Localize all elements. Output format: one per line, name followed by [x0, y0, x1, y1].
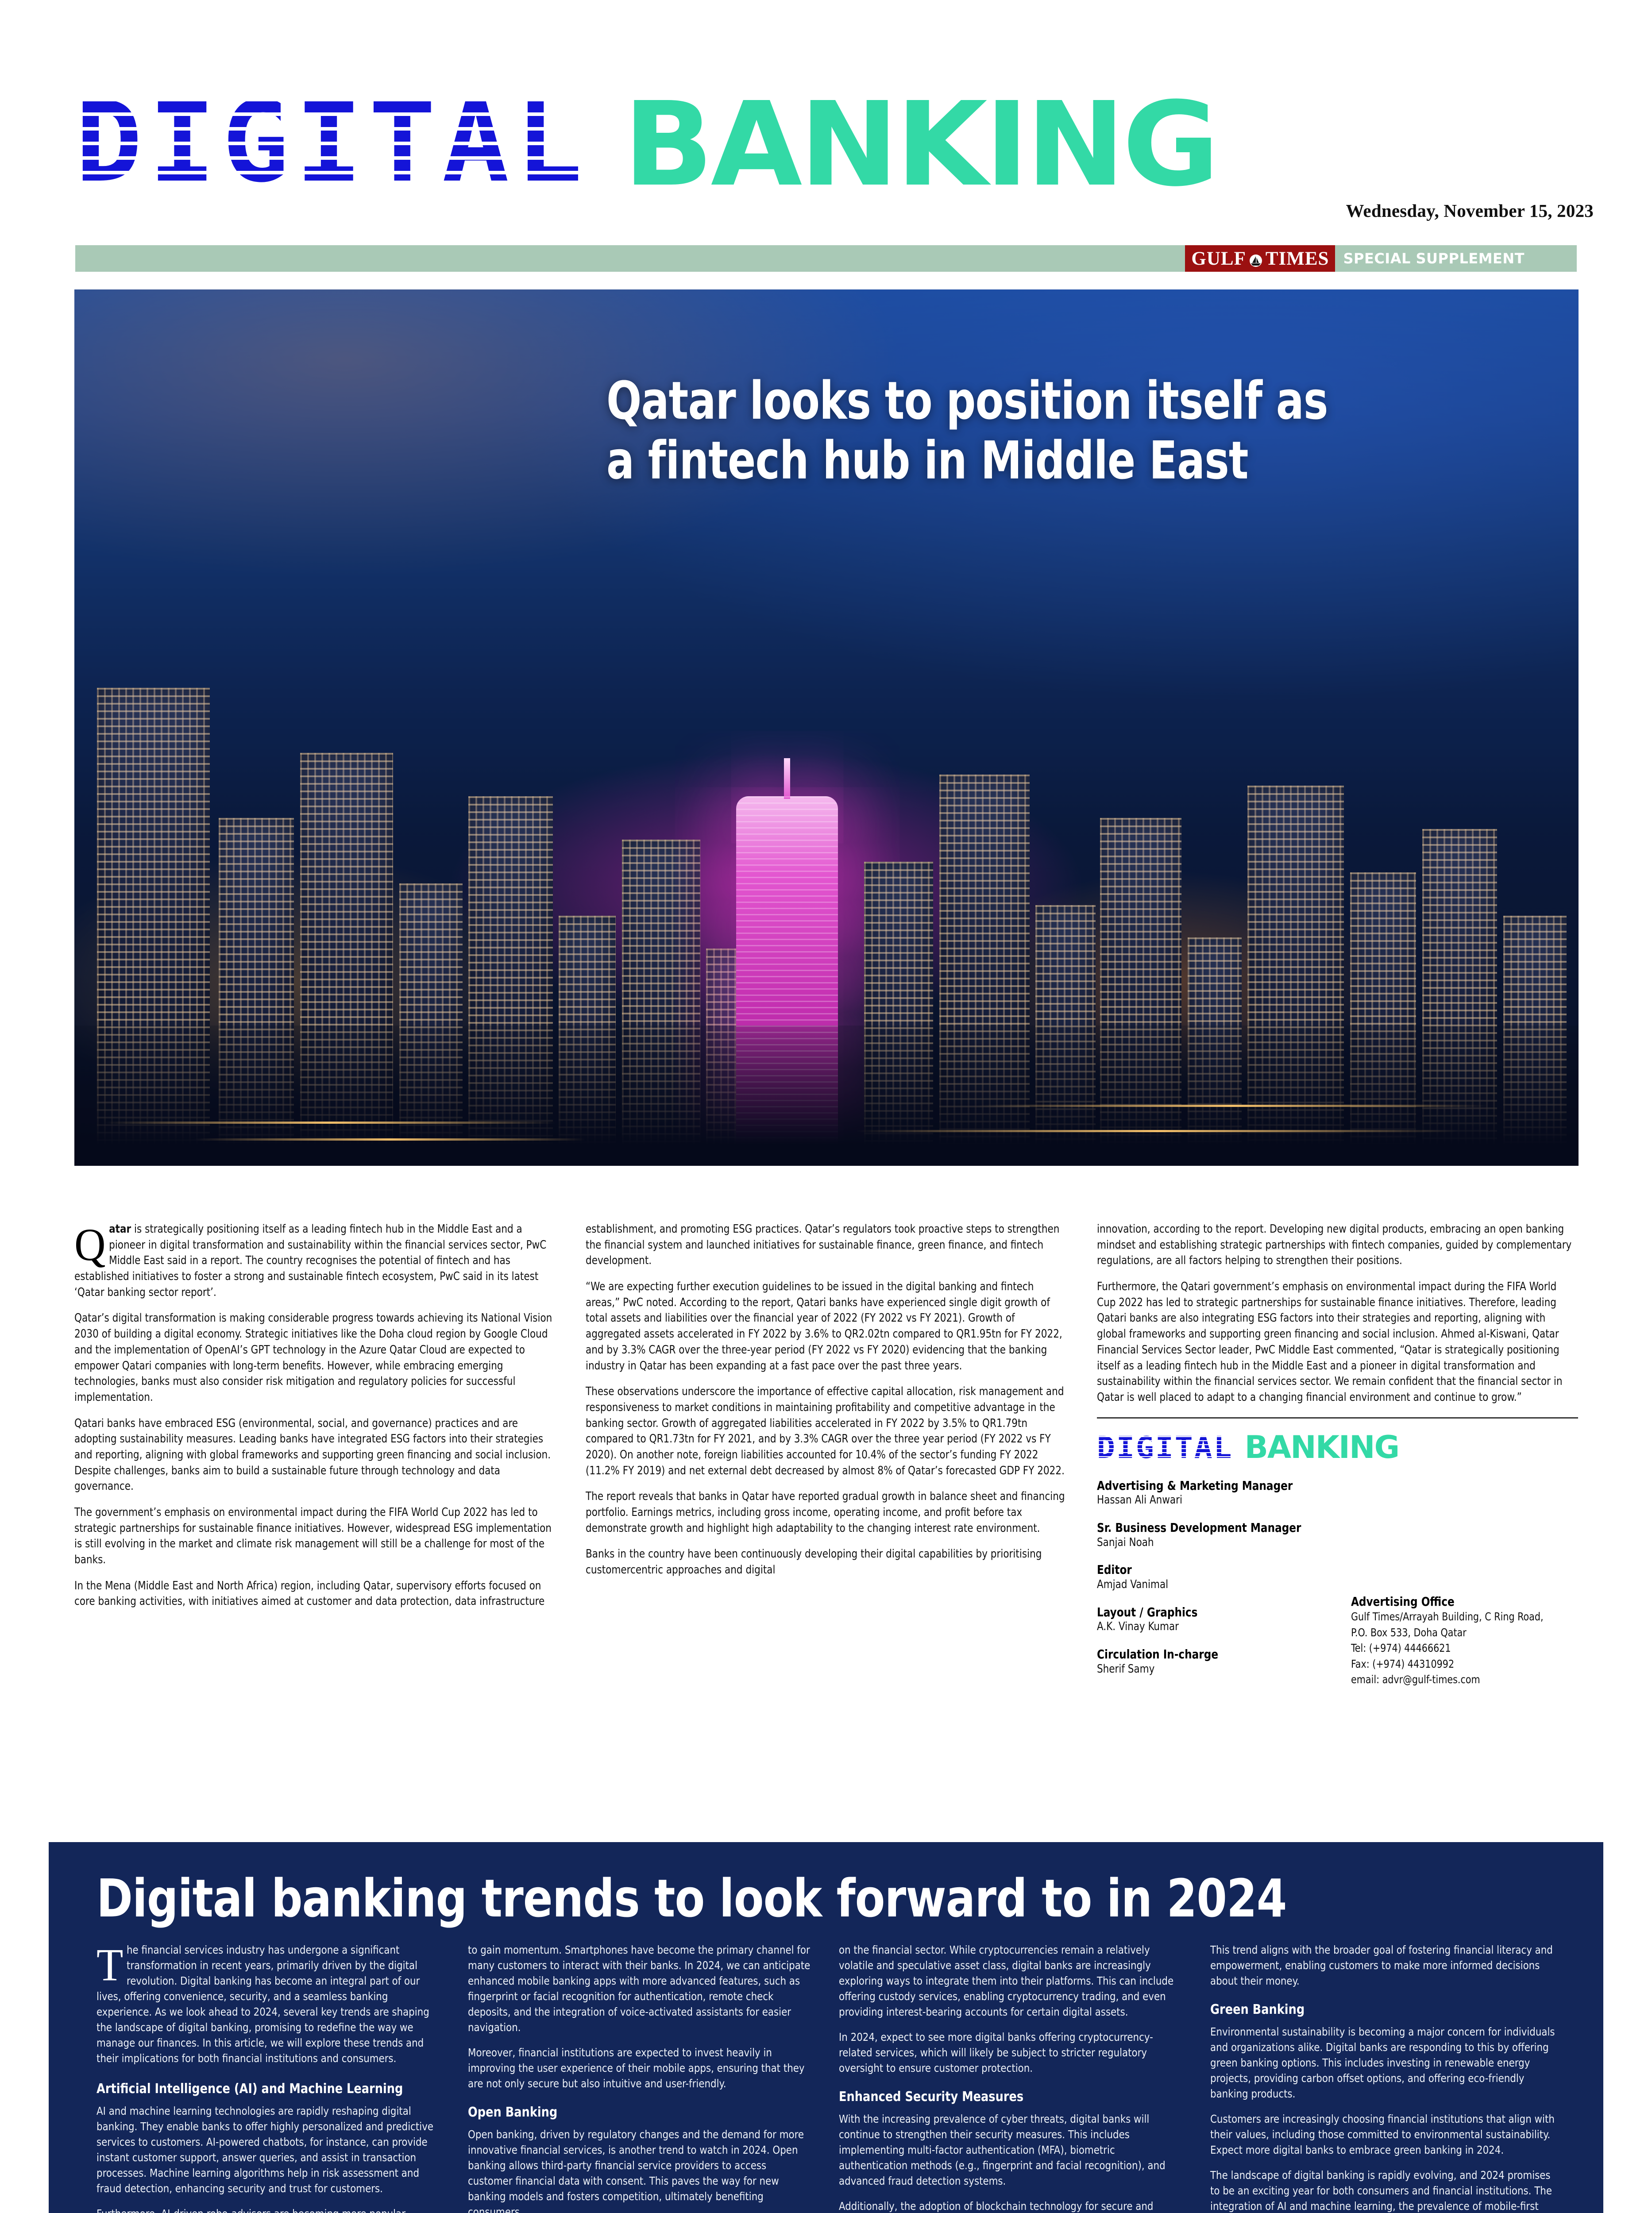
gulf-times-badge: GULF TIMES SPECIAL SUPPLEMENT	[1185, 245, 1532, 272]
credit-name: A.K. Vinay Kumar	[1097, 1620, 1179, 1634]
supplement-label: SPECIAL SUPPLEMENT	[1343, 250, 1525, 267]
article-two-paragraph: With the increasing prevalence of cyber …	[839, 2113, 1166, 2188]
article-one-paragraph: In the Mena (Middle East and North Afric…	[74, 1579, 545, 1608]
hero-headline: Qatar looks to position itself as a fint…	[606, 370, 1328, 491]
article-two-columns: The financial services industry has unde…	[96, 1939, 1574, 2213]
article-two-subhead: Enhanced Security Measures	[839, 2089, 1024, 2105]
article-one-paragraph: The report reveals that banks in Qatar h…	[586, 1490, 1065, 1535]
article-one-paragraph: Qatar is strategically positioning itsel…	[74, 1219, 547, 1299]
masthead-green-bar: GULF TIMES SPECIAL SUPPLEMENT	[75, 245, 1577, 272]
article-one-paragraph: Qatari banks have embraced ESG (environm…	[74, 1416, 551, 1493]
article-one-paragraph: Qatar’s digital transformation is making…	[74, 1311, 552, 1404]
article-two-column-2: to gain momentum. Smartphones have becom…	[468, 1942, 814, 2213]
credit-role: Sr. Business Development Manager	[1097, 1520, 1301, 1535]
hero-image	[74, 289, 1579, 1166]
colophon-divider	[1097, 1417, 1578, 1419]
article-two-paragraph: AI and machine learning technologies are…	[96, 2105, 434, 2195]
masthead-logo: DIGITAL BANKING	[75, 87, 1220, 203]
credit-role: Layout / Graphics	[1097, 1604, 1198, 1619]
advertising-office-title: Advertising Office	[1351, 1594, 1455, 1609]
article-one-paragraph: establishment, and promoting ESG practic…	[586, 1222, 1060, 1268]
article-two-paragraph: Additionally, the adoption of blockchain…	[839, 2200, 1154, 2213]
advertising-office-line: Tel: (+974) 44466621	[1351, 1642, 1451, 1655]
article-two-paragraph: Moreover, financial institutions are exp…	[467, 2046, 805, 2090]
sailboat-icon	[1249, 252, 1262, 267]
credit-name: Sherif Samy	[1097, 1662, 1155, 1676]
article-one: Qatar is strategically positioning itsel…	[74, 1219, 1579, 1689]
article-two-paragraph: Environmental sustainability is becoming…	[1210, 2025, 1555, 2101]
article-two-column-4: This trend aligns with the broader goal …	[1210, 1942, 1556, 2213]
article-two-paragraph: on the financial sector. While cryptocur…	[839, 1943, 1174, 2018]
advertising-office-line: Fax: (+974) 44310992	[1351, 1657, 1454, 1670]
article-two-paragraph: The financial services industry has unde…	[96, 1939, 429, 2065]
publication-date: Wednesday, November 15, 2023	[1346, 200, 1594, 221]
credit-role: Advertising & Marketing Manager	[1097, 1478, 1293, 1493]
article-two-paragraph: Customers are increasingly choosing fina…	[1210, 2113, 1555, 2157]
advertising-office-line: Gulf Times/Arrayah Building, C Ring Road…	[1351, 1610, 1544, 1623]
article-one-column-3: innovation, according to the report. Dev…	[1097, 1222, 1578, 1689]
hero-road	[74, 1026, 1579, 1166]
article-one-column-2: establishment, and promoting ESG practic…	[586, 1222, 1067, 1689]
logo-banking-text: BANKING	[623, 77, 1220, 212]
article-two-paragraph: The landscape of digital banking is rapi…	[1210, 2169, 1552, 2213]
credit-name: Amjad Vanimal	[1097, 1577, 1169, 1591]
credits-staff-column: Advertising & Marketing Manager Hassan A…	[1097, 1478, 1324, 1689]
article-one-paragraph: Furthermore, the Qatari government’s emp…	[1097, 1280, 1563, 1404]
credit-name: Hassan Ali Anwari	[1097, 1493, 1182, 1507]
article-two-paragraph: Open banking, driven by regulatory chang…	[467, 2128, 804, 2213]
article-two-subhead: Open Banking	[467, 2104, 557, 2120]
article-two-paragraph: to gain momentum. Smartphones have becom…	[467, 1943, 810, 2034]
colophon-credits: Advertising & Marketing Manager Hassan A…	[1097, 1478, 1578, 1689]
article-one-paragraph: Banks in the country have been continuou…	[586, 1547, 1042, 1577]
credits-office-column: Advertising Office Gulf Times/Arrayah Bu…	[1351, 1478, 1579, 1689]
gulf-times-wordmark-right: TIMES	[1265, 248, 1329, 269]
article-one-paragraph: innovation, according to the report. Dev…	[1097, 1222, 1572, 1268]
article-two: Digital banking trends to look forward t…	[49, 1842, 1603, 2213]
article-two-subhead: Artificial Intelligence (AI) and Machine…	[96, 2081, 403, 2097]
article-two-column-1: The financial services industry has unde…	[96, 1939, 442, 2213]
colophon-logo-banking: BANKING	[1244, 1429, 1400, 1465]
article-two-paragraph: In 2024, expect to see more digital bank…	[839, 2030, 1153, 2074]
credit-role: Editor	[1097, 1562, 1132, 1577]
masthead: DIGITAL BANKING Wednesday, November 15, …	[0, 0, 1652, 272]
article-one-column-1: Qatar is strategically positioning itsel…	[74, 1219, 556, 1689]
advertising-office-line: P.O. Box 533, Doha Qatar	[1351, 1626, 1467, 1639]
colophon-logo: DIGITAL BANKING	[1097, 1432, 1578, 1463]
article-one-paragraph: “We are expecting further execution guid…	[586, 1280, 1062, 1373]
advertising-office-email: email: advr@gulf-times.com	[1351, 1673, 1480, 1686]
article-one-paragraph: The government’s emphasis on environment…	[74, 1506, 552, 1567]
colophon-logo-digital: DIGITAL	[1097, 1433, 1233, 1463]
article-two-column-3: on the financial sector. While cryptocur…	[839, 1942, 1185, 2213]
article-two-headline: Digital banking trends to look forward t…	[96, 1868, 1287, 1929]
gulf-times-wordmark-left: GULF	[1191, 248, 1246, 269]
article-one-paragraph: These observations underscore the import…	[586, 1385, 1065, 1477]
article-two-paragraph: Furthermore, AI-driven robo-advisors are…	[96, 2206, 441, 2213]
gulf-times-logo: GULF TIMES	[1185, 245, 1335, 272]
logo-digital-wrap: DIGITAL	[75, 87, 589, 198]
logo-digital-text: DIGITAL	[75, 77, 589, 207]
article-two-paragraph: This trend aligns with the broader goal …	[1210, 1943, 1553, 1987]
credit-role: Circulation In-charge	[1097, 1647, 1219, 1662]
colophon-pixel-mask	[1097, 1433, 1233, 1463]
article-two-subhead: Green Banking	[1210, 2001, 1305, 2017]
credit-name: Sanjai Noah	[1097, 1535, 1154, 1549]
